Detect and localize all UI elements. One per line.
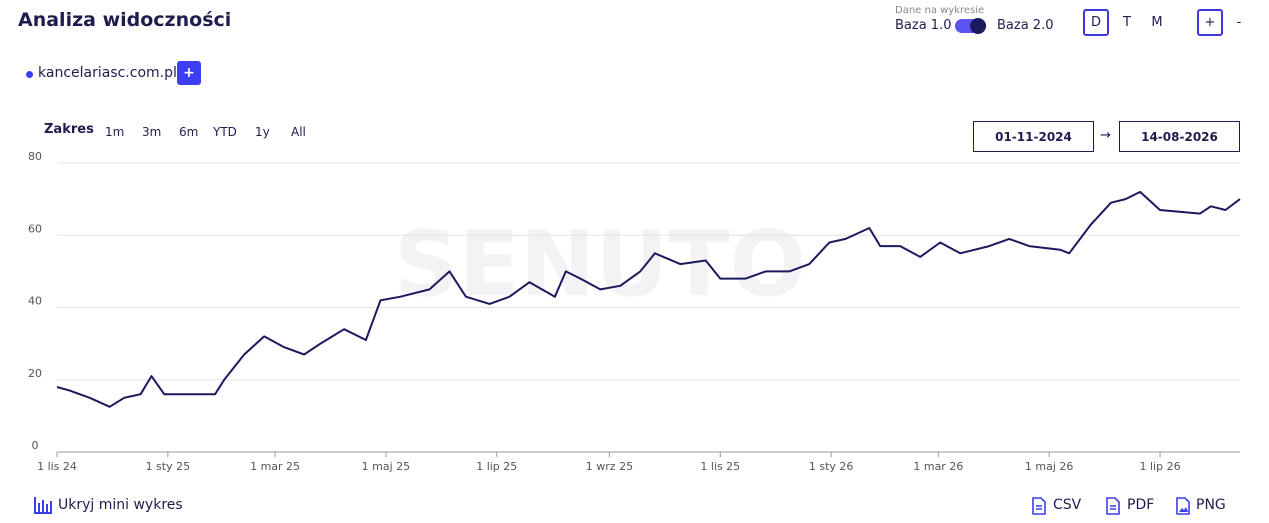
range-option[interactable]: 1y [255, 125, 270, 139]
date-to[interactable]: 14-08-2026 [1119, 121, 1240, 152]
x-tick-label: 1 mar 26 [913, 460, 963, 473]
x-tick-label: 1 sty 26 [809, 460, 854, 473]
date-arrow: → [1100, 128, 1111, 143]
export-csv[interactable]: CSV [1053, 497, 1082, 513]
range-option[interactable]: 6m [179, 125, 199, 139]
domain-name: kancelariasc.com.pl [38, 65, 177, 81]
x-tick-label: 1 lis 25 [700, 460, 740, 473]
page-title: Analiza widoczności [18, 9, 232, 31]
x-tick-label: 1 lip 25 [476, 460, 517, 473]
export-png[interactable]: PNG [1196, 497, 1226, 513]
range-option[interactable]: YTD [213, 125, 237, 139]
zoom-out[interactable]: - [1236, 15, 1242, 30]
add-domain[interactable]: + [177, 61, 201, 85]
watermark: SENUTO [394, 212, 807, 317]
range-option[interactable]: All [291, 125, 306, 139]
y-tick-label: 40 [28, 295, 42, 308]
csv-icon[interactable] [1032, 497, 1046, 515]
x-tick-label: 1 maj 26 [1025, 460, 1074, 473]
series-line [56, 190, 1241, 408]
y-tick-label: 80 [28, 150, 42, 163]
granularity-button[interactable]: M [1151, 15, 1163, 30]
zoom-in[interactable]: + [1197, 9, 1223, 36]
export-pdf[interactable]: PDF [1127, 497, 1155, 513]
mini-chart-toggle[interactable]: Ukryj mini wykres [58, 497, 183, 513]
range-label: Zakres [44, 122, 94, 137]
mini-chart-icon[interactable] [33, 495, 53, 515]
range-option[interactable]: 1m [105, 125, 125, 139]
pdf-icon[interactable] [1106, 497, 1120, 515]
x-tick-label: 1 maj 25 [362, 460, 411, 473]
y-tick-label: 0 [32, 439, 39, 452]
data-source-caption: Dane na wykresie [895, 5, 985, 16]
x-tick-label: 1 sty 25 [146, 460, 191, 473]
domain-dot [26, 71, 33, 78]
x-tick-label: 1 wrz 25 [586, 460, 633, 473]
y-tick-label: 20 [28, 367, 42, 380]
granularity-button[interactable]: T [1123, 15, 1131, 30]
date-from[interactable]: 01-11-2024 [973, 121, 1094, 152]
range-option[interactable]: 3m [142, 125, 162, 139]
toggle-knob[interactable] [970, 18, 986, 34]
x-tick-label: 1 lip 26 [1139, 460, 1180, 473]
option-b[interactable]: Baza 2.0 [997, 18, 1054, 33]
y-tick-label: 60 [28, 222, 42, 235]
png-icon[interactable] [1176, 497, 1190, 515]
x-tick-label: 1 lis 24 [37, 460, 77, 473]
granularity-button[interactable]: D [1083, 9, 1109, 36]
x-tick-label: 1 mar 25 [250, 460, 300, 473]
option-a[interactable]: Baza 1.0 [895, 18, 952, 33]
